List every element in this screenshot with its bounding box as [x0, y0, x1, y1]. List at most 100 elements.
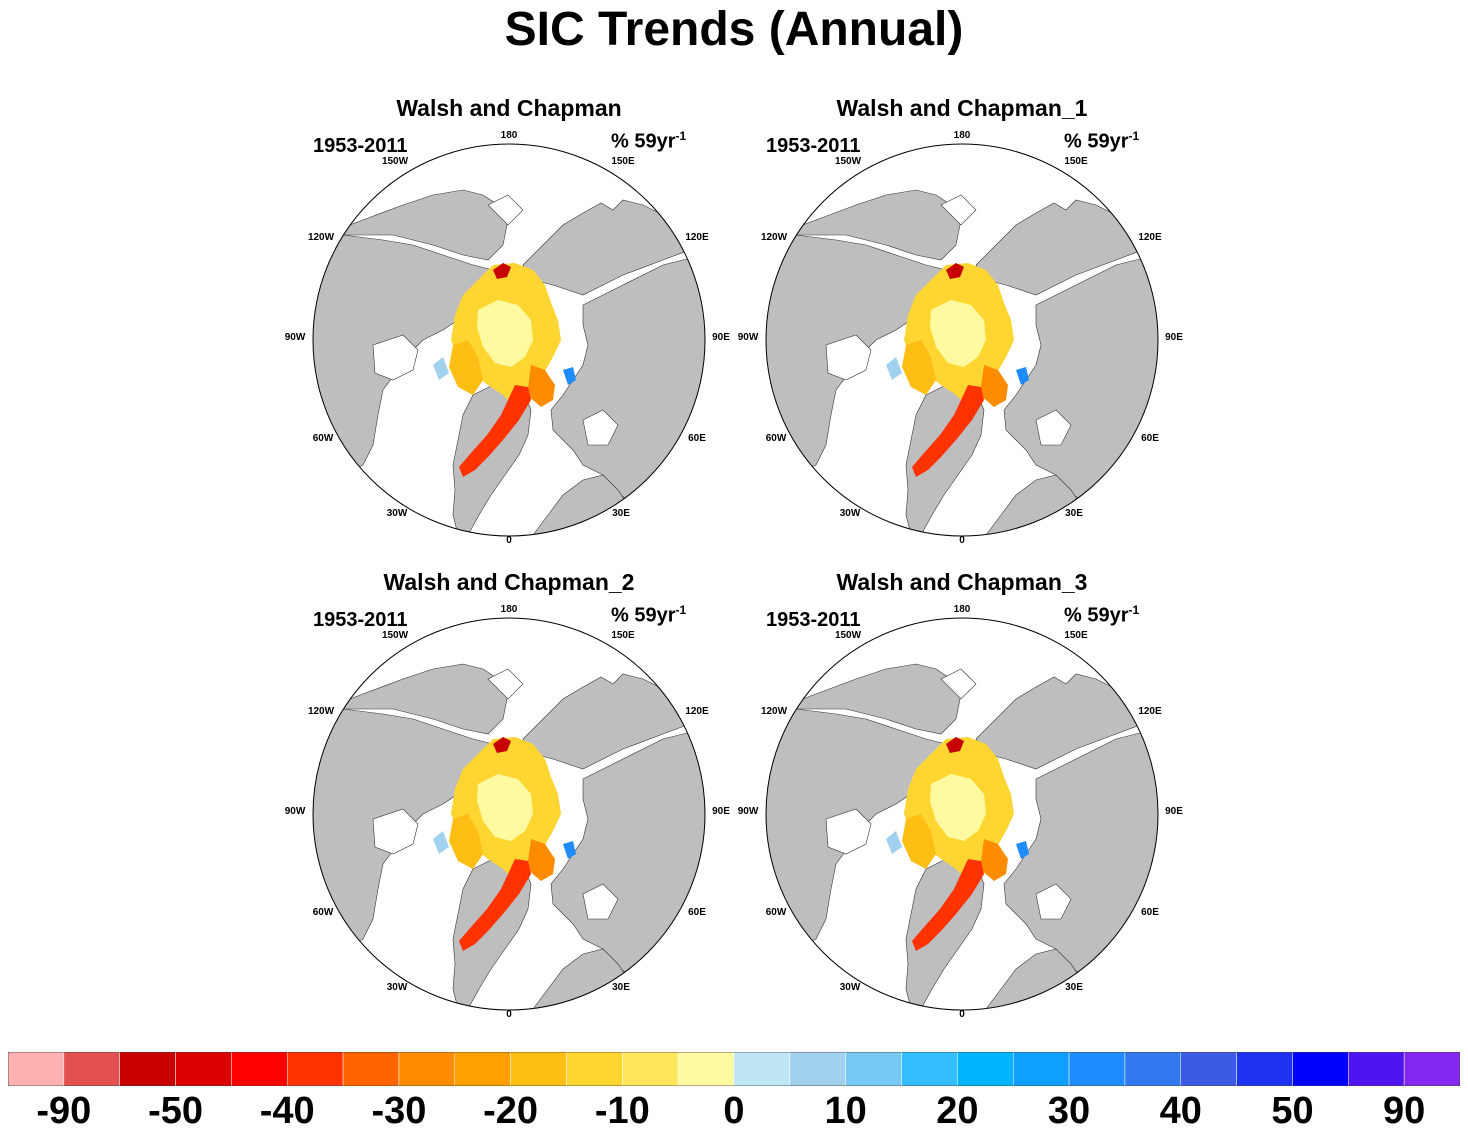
longitude-label: 0	[959, 535, 965, 546]
longitude-label: 150E	[611, 630, 635, 641]
polar-map: 180 150E 120E 90E 60E 30E 0 30W 60W 90W 120W 150W	[285, 604, 731, 1020]
longitude-label: 90E	[1165, 332, 1183, 343]
period-label: 1953-2011	[313, 135, 408, 157]
map-boundary	[312, 143, 706, 537]
ice-moderate	[449, 814, 483, 869]
longitude-label: 90W	[738, 806, 759, 817]
longitude-label: 60W	[766, 907, 787, 918]
longitude-label: 90E	[712, 806, 730, 817]
panel-title: Walsh and Chapman_2	[383, 569, 635, 595]
panel-1: Walsh and Chapman_1 1953-2011 % 59yr-1 1…	[736, 95, 1188, 555]
longitude-label: 180	[954, 130, 971, 141]
colorbar-box	[454, 1052, 511, 1086]
longitude-label: 120W	[308, 706, 335, 717]
period-label: 1953-2011	[766, 609, 861, 631]
ice-edge-strong	[912, 859, 984, 951]
colorbar-label: 50	[1271, 1090, 1314, 1132]
longitude-label: 120W	[761, 706, 788, 717]
panel-title: Walsh and Chapman	[396, 95, 622, 121]
longitude-label: 120W	[308, 232, 335, 243]
ice-positive-2	[886, 831, 902, 854]
sea-0	[825, 808, 872, 855]
colorbar-box	[231, 1052, 288, 1086]
longitude-label: 60E	[688, 907, 706, 918]
longitude-label: 60W	[766, 433, 787, 444]
colorbar-box	[8, 1052, 65, 1086]
colorbar-box	[677, 1052, 735, 1086]
longitude-label: 30W	[840, 508, 861, 519]
ice-positive-2	[433, 357, 449, 380]
colorbar-box	[1124, 1052, 1182, 1086]
colorbar-label: -30	[371, 1090, 427, 1132]
panel-3: Walsh and Chapman_3 1953-2011 % 59yr-1 1…	[736, 569, 1188, 1029]
map-boundary	[765, 617, 1159, 1011]
ice-edge-strong	[459, 385, 531, 477]
colorbar-label: -20	[483, 1090, 539, 1132]
longitude-label: 0	[506, 1009, 512, 1020]
colorbar-label: 40	[1159, 1090, 1202, 1132]
period-label: 1953-2011	[313, 609, 408, 631]
longitude-label: 120E	[685, 232, 709, 243]
longitude-label: 30W	[387, 982, 408, 993]
polar-map: 180 150E 120E 90E 60E 30E 0 30W 60W 90W 120W 150W	[285, 130, 731, 546]
colorbar-box	[1292, 1052, 1349, 1086]
units-label: % 59yr-1	[611, 603, 687, 627]
colorbar-label: -40	[259, 1090, 315, 1132]
colorbar-label: 10	[824, 1090, 867, 1132]
polar-map: 180 150E 120E 90E 60E 30E 0 30W 60W 90W 120W 150W	[738, 604, 1184, 1020]
longitude-label: 180	[954, 604, 971, 615]
colorbar-box	[175, 1052, 232, 1086]
colorbar-box	[342, 1052, 400, 1086]
longitude-label: 60W	[313, 433, 334, 444]
longitude-label: 90W	[738, 332, 759, 343]
longitude-label: 0	[506, 535, 512, 546]
sea-0	[825, 334, 872, 381]
longitude-label: 90E	[1165, 806, 1183, 817]
colorbar-box	[622, 1052, 679, 1086]
longitude-label: 60W	[313, 907, 334, 918]
longitude-label: 90E	[712, 332, 730, 343]
longitude-label: 30E	[612, 982, 630, 993]
longitude-label: 150E	[611, 156, 635, 167]
colorbar-box	[1068, 1052, 1126, 1086]
ice-east	[527, 839, 555, 881]
longitude-label: 150W	[382, 630, 409, 641]
map-boundary	[765, 143, 1159, 537]
longitude-label: 30E	[612, 508, 630, 519]
colorbar-label: 90	[1383, 1090, 1426, 1132]
ice-positive	[1016, 841, 1029, 859]
sea-1	[582, 409, 619, 446]
longitude-label: 30W	[840, 982, 861, 993]
longitude-label: 30E	[1065, 508, 1083, 519]
map-boundary	[312, 617, 706, 1011]
colorbar-box	[510, 1052, 567, 1086]
ice-moderate	[902, 340, 936, 395]
ice-positive	[1016, 367, 1029, 385]
sea-1	[1035, 883, 1072, 920]
ice-positive	[563, 367, 576, 385]
longitude-label: 150W	[835, 156, 862, 167]
sea-2	[487, 668, 524, 700]
ice-low-trend	[477, 300, 533, 367]
chart-title: SIC Trends (Annual)	[504, 3, 964, 56]
panel-title: Walsh and Chapman_1	[836, 95, 1088, 121]
longitude-label: 150E	[1064, 630, 1088, 641]
longitude-label: 120W	[761, 232, 788, 243]
colorbar-labels: -90 -50 -40 -30 -20 -10 0 10 20 30 40 50 90	[0, 1090, 1468, 1132]
longitude-label: 150E	[1064, 156, 1088, 167]
ice-edge-top	[493, 263, 511, 279]
longitude-label: 30W	[387, 508, 408, 519]
colorbar-box	[63, 1052, 120, 1086]
sea-2	[487, 194, 524, 226]
longitude-label: 30E	[1065, 982, 1083, 993]
longitude-label: 60E	[1141, 433, 1159, 444]
ice-moderate	[902, 814, 936, 869]
longitude-label: 90W	[285, 806, 306, 817]
ice-east	[980, 365, 1008, 407]
sea-1	[1035, 409, 1072, 446]
colorbar-box	[398, 1052, 456, 1086]
longitude-label: 180	[501, 130, 518, 141]
ice-edge-strong	[459, 859, 531, 951]
colorbar-label: 30	[1047, 1090, 1091, 1132]
colorbar	[8, 1052, 1460, 1086]
